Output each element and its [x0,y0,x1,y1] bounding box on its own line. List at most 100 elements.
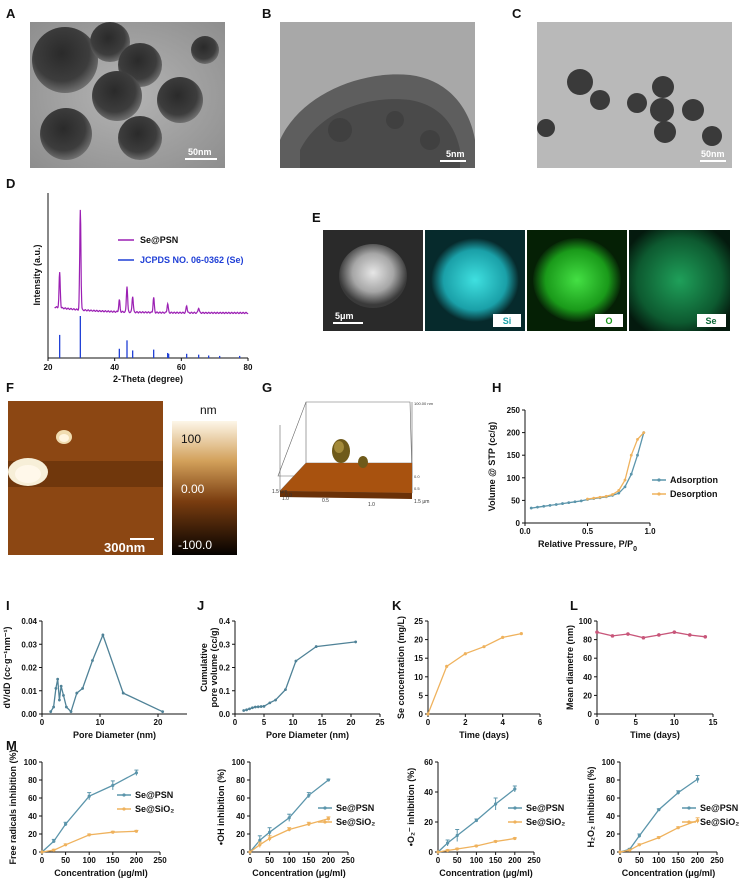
J-ytick-2: 0.2 [219,664,231,673]
L-series-0-point-7 [703,635,708,639]
M1-ytick-0: 0 [33,848,38,857]
L-series-0-point-2 [626,632,630,636]
panel-label-i: I [6,598,10,613]
M1-xtick-5: 250 [153,856,167,865]
panel-label-l: L [570,598,578,613]
M1-series-0-point-5 [134,771,138,775]
cumulative-pore-chart: 0 5 10 15 20 25 0.0 0.1 0.2 0.3 0.4 Pore Diameter (… [199,617,385,740]
J-series-0-point-5 [256,705,260,709]
M1-xtick-3: 150 [106,856,120,865]
H-ytick-5: 250 [507,406,521,415]
I-series-0-line [50,633,163,713]
panel-label-g: G [262,380,272,395]
K-series-0-point-4 [501,635,505,639]
M2-ytick-5: 100 [232,758,246,767]
K-series-0-point-0 [426,712,430,716]
M2-xtick-1: 50 [265,856,274,865]
H-series-1-point-3 [623,478,627,482]
H-series-0-point-8 [579,499,583,503]
M1-series-0-line [41,772,137,853]
se-release-chart: 0 2 4 6 0 5 10 15 20 25 Time (days) Se concentratio… [396,616,543,740]
colorbar-tick-bottom: -100.0 [178,538,212,552]
eds-label-o: O [605,316,612,326]
H-series-1-point-4 [617,489,621,492]
M3-series-1-point-2 [455,847,459,851]
H-y-label: Volume @ STP (cc/g) [487,422,497,511]
xrd-y-label: Intensity (a.u.) [32,244,42,305]
M1-ytick-1: 20 [28,830,37,839]
afm-3d-ytick-2: 0.5 [414,486,420,491]
M2-y-label: •OH inhibition (%) [216,769,226,845]
M2-series-1-point-0 [248,850,252,854]
M2-series-1-point-5 [326,817,330,821]
H-series-1-point-7 [598,495,602,499]
H-series-0-point-17 [636,453,639,457]
I-x-label: Pore Diameter (nm) [73,730,156,740]
afm-3d-xtick-0: 0.0 [285,493,292,499]
M2-ytick-2: 40 [236,812,245,821]
M2-ytick-1: 20 [236,830,245,839]
panel-label-c: C [512,6,522,21]
I-ytick-1: 0.01 [21,687,37,696]
tem-image-a [30,22,225,168]
L-series-0-point-3 [641,635,646,640]
I-series-0-point-3 [56,677,60,681]
M3-ytick-1: 20 [424,818,433,827]
M3-x-label: Concentration (μg/ml) [439,868,533,878]
K-xtick-0: 0 [426,718,431,727]
H-series-1-point-9 [586,497,589,501]
M2-legend-label-0: Se@PSN [336,803,374,813]
J-xtick-5: 25 [376,718,385,727]
H-legend-label-1: Desorption [670,489,718,499]
J-series-0-point-2 [248,707,251,711]
pore-distribution-chart: 0 10 20 0.00 0.01 0.02 0.03 0.04 Pore Diameter (… [2,617,187,740]
M1-series-0-point-2 [64,822,68,826]
M3-series-1-point-0 [436,850,440,854]
I-series-0-point-6 [62,694,65,697]
J-xtick-1: 5 [262,718,267,727]
M4-series-0-point-5 [696,777,700,781]
H-ytick-3: 150 [507,451,521,460]
M4-xtick-5: 250 [710,856,724,865]
M2-series-0-point-2 [268,830,272,834]
J-xtick-3: 15 [318,718,327,727]
L-xtick-3: 15 [709,718,718,727]
H-series-0-point-16 [629,472,633,476]
oh-inhibition-chart: 0 50 100 150 200 250 0 20 40 60 80 100 Concentration… [216,758,375,878]
H-ytick-1: 50 [511,496,520,505]
L-ytick-4: 80 [583,636,592,645]
J-series-0-point-6 [259,705,263,708]
M1-ytick-5: 100 [24,758,38,767]
J-series-0-point-9 [274,698,277,702]
M4-ytick-1: 20 [606,830,615,839]
L-ytick-0: 0 [588,710,593,719]
xrd-chart: 20 40 60 80 2-Theta (degree) Intensity (a.u… [32,193,253,384]
M1-ytick-2: 40 [28,812,37,821]
M2-legend-marker-0 [323,806,327,810]
K-ytick-2: 10 [414,673,423,682]
M2-xtick-2: 100 [283,856,297,865]
M1-x-label: Concentration (μg/ml) [54,868,148,878]
H-xtick-0: 0.0 [519,527,531,536]
H-ytick-0: 0 [516,519,521,528]
M3-series-0-point-2 [455,833,459,838]
L-y-label: Mean diametre (nm) [565,625,575,710]
eds-map-o: O [527,230,627,331]
legend-jcpds: JCPDS NO. 06-0362 (Se) [140,255,244,265]
M2-series-1-point-2 [268,836,272,841]
I-series-0-point-9 [75,691,79,695]
afm-colorbar [172,421,237,555]
M2-ytick-4: 80 [236,776,245,785]
M4-x-label: Concentration (μg/ml) [622,868,716,878]
M2-series-0-point-1 [258,838,262,842]
K-ytick-3: 15 [414,654,423,663]
J-series-0-point-11 [294,659,298,663]
M4-series-1-point-2 [637,843,642,847]
M1-xtick-4: 200 [130,856,144,865]
M4-ytick-3: 60 [606,794,615,803]
H-legend-marker-1 [657,492,661,496]
H-legend-marker-0 [657,478,661,482]
M3-legend-label-1: Se@SiO₂ [526,817,565,827]
M3-series-0-point-1 [446,841,450,845]
